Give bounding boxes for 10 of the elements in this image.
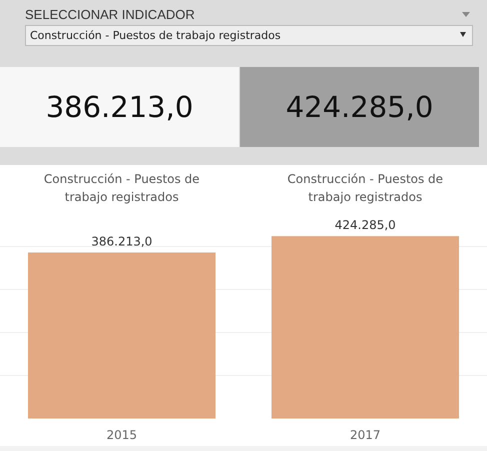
x-tick-label: 2015 [106,428,138,442]
text: 424.285,0 [240,67,479,147]
text: 386.213,0 [0,67,239,147]
text: Construcción - Puestos de trabajo registrados [286,171,444,206]
data-label: 424.285,0 [334,218,396,232]
text: SELECCIONAR INDICADOR [25,7,195,22]
text: Construcción - Puestos de trabajo registrados [29,29,281,42]
data-label: 386.213,0 [91,234,152,249]
x-tick-label: 2017 [350,428,381,442]
chart-title: Construcción - Puestos de trabajo registrados [42,171,201,206]
